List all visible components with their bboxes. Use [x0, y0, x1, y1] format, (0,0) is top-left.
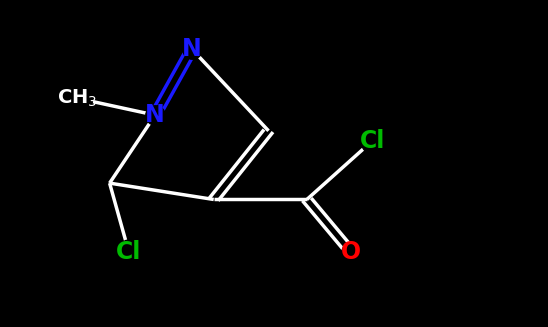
Text: N: N	[182, 37, 202, 61]
Text: O: O	[341, 240, 361, 264]
Text: Cl: Cl	[116, 240, 141, 264]
Text: CH$_3$: CH$_3$	[56, 87, 97, 109]
Text: N: N	[145, 103, 165, 127]
Text: Cl: Cl	[360, 129, 385, 153]
